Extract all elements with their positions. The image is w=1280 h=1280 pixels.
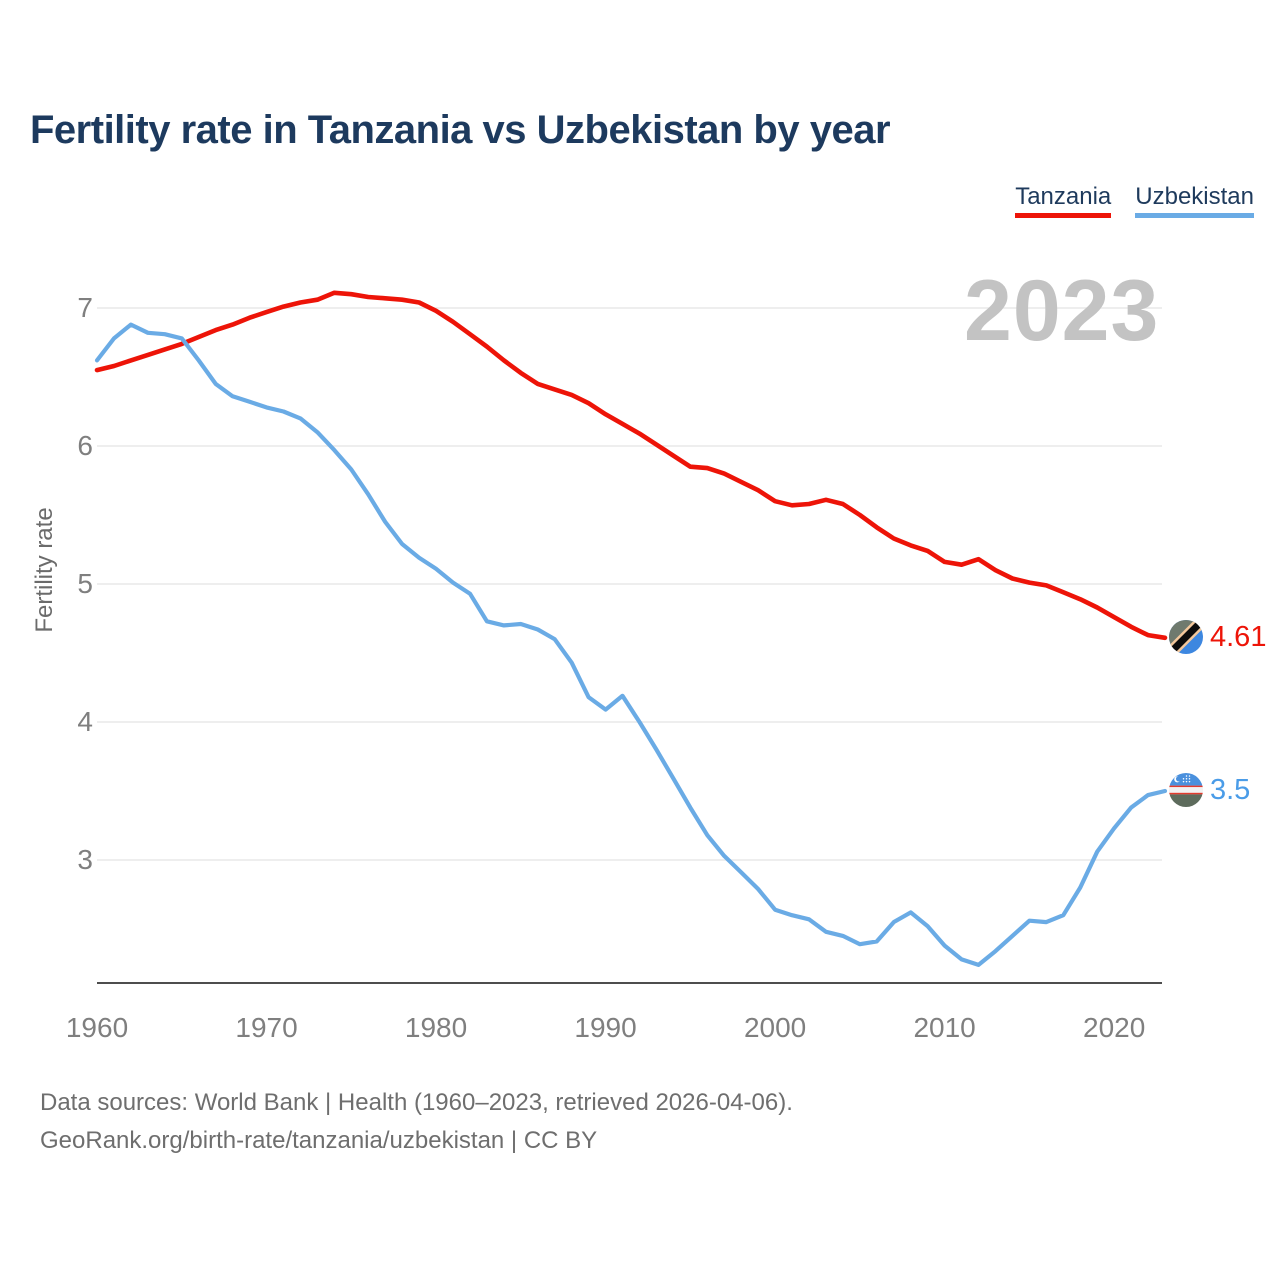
uzbekistan-end-label: 3.5 [1169, 773, 1250, 807]
uzbekistan-line[interactable] [94, 322, 1168, 968]
x-tick-label-2010: 2010 [913, 1012, 976, 1043]
tanzania-line[interactable] [94, 290, 1168, 641]
y-tick-label-4: 4 [77, 706, 93, 737]
tanzania-flag-icon [1169, 620, 1203, 654]
legend-underline-tanzania [1015, 213, 1112, 218]
tanzania-end-label: 4.61 [1169, 620, 1266, 654]
legend: Tanzania Uzbekistan [1015, 185, 1254, 218]
x-tick-label-2000: 2000 [743, 1012, 807, 1043]
legend-item-tanzania[interactable]: Tanzania [1015, 183, 1112, 218]
legend-item-uzbekistan[interactable]: Uzbekistan [1135, 185, 1254, 218]
x-tick-label-1990: 1990 [574, 1012, 637, 1043]
data-source-line: Data sources: World Bank | Health (1960–… [40, 1089, 793, 1116]
source-attribution: Data sources: World Bank | Health (1960–… [40, 1084, 793, 1160]
tanzania-end-value: 4.61 [1210, 621, 1267, 653]
y-tick-label-7: 7 [77, 292, 93, 323]
uzbekistan-end-value: 3.5 [1210, 774, 1251, 806]
legend-underline-uzbekistan [1135, 213, 1254, 218]
y-tick-label-6: 6 [77, 430, 93, 461]
x-tick-label-1970: 1970 [235, 1012, 298, 1043]
uzbekistan-flag-icon [1169, 773, 1203, 807]
license-line: GeoRank.org/birth-rate/tanzania/uzbekist… [40, 1127, 598, 1154]
y-tick-label-3: 3 [77, 844, 93, 875]
x-tick-label-1960: 1960 [65, 1012, 129, 1043]
year-watermark: 2023 [964, 263, 1160, 359]
y-tick-label-5: 5 [77, 568, 93, 599]
legend-label-tanzania: Tanzania [1015, 183, 1112, 210]
legend-label-uzbekistan: Uzbekistan [1135, 183, 1254, 210]
x-tick-label-2020: 2020 [1082, 1012, 1146, 1043]
y-axis-title: Fertility rate [31, 507, 58, 633]
page-title: Fertility rate in Tanzania vs Uzbekistan… [30, 108, 891, 152]
x-tick-label-1980: 1980 [404, 1012, 468, 1043]
